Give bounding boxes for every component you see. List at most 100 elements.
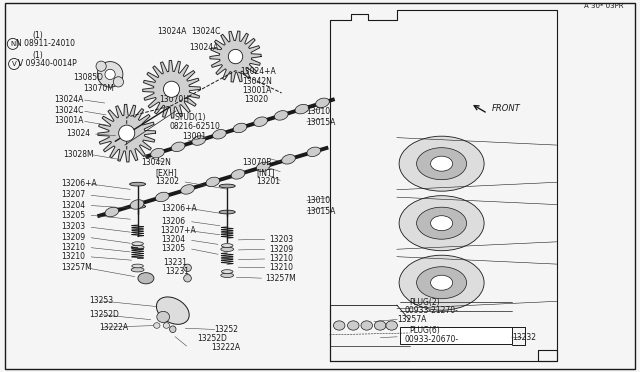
Text: 00933-20670-: 00933-20670- <box>404 335 459 344</box>
Text: 13206: 13206 <box>161 217 186 226</box>
Ellipse shape <box>157 311 170 323</box>
Ellipse shape <box>348 321 359 330</box>
Text: 13024C: 13024C <box>191 27 220 36</box>
Text: 13015A: 13015A <box>306 207 335 216</box>
Text: 13024+A: 13024+A <box>240 67 276 76</box>
Text: 13253: 13253 <box>90 296 114 305</box>
Text: 13028M: 13028M <box>63 150 93 159</box>
Circle shape <box>228 49 243 64</box>
Ellipse shape <box>180 185 195 194</box>
Ellipse shape <box>399 255 484 310</box>
Ellipse shape <box>132 264 143 268</box>
Text: 13042N: 13042N <box>141 158 171 167</box>
Text: 13001: 13001 <box>182 132 207 141</box>
Ellipse shape <box>192 136 205 145</box>
Ellipse shape <box>282 155 296 164</box>
Ellipse shape <box>399 196 484 251</box>
Text: 13231: 13231 <box>165 267 189 276</box>
Ellipse shape <box>231 170 245 179</box>
Text: 13222A: 13222A <box>99 323 129 332</box>
Ellipse shape <box>105 207 118 217</box>
Text: [EXH]: [EXH] <box>155 169 177 177</box>
Text: 13070B: 13070B <box>242 158 271 167</box>
Text: 13204: 13204 <box>161 235 186 244</box>
Text: STUD(1): STUD(1) <box>174 113 205 122</box>
Ellipse shape <box>184 275 191 282</box>
Ellipse shape <box>386 321 397 330</box>
Ellipse shape <box>130 182 146 186</box>
Text: 13206+A: 13206+A <box>161 204 197 213</box>
Text: 13010: 13010 <box>306 196 330 205</box>
Circle shape <box>96 61 106 71</box>
Ellipse shape <box>212 129 226 139</box>
Text: 13024A: 13024A <box>189 43 218 52</box>
Text: 13015A: 13015A <box>306 118 335 126</box>
Circle shape <box>113 77 124 87</box>
Ellipse shape <box>163 323 170 328</box>
Text: 13207+A: 13207+A <box>160 226 196 235</box>
Text: FRONT: FRONT <box>492 104 520 113</box>
Text: 13257M: 13257M <box>61 263 92 272</box>
Text: 13252D: 13252D <box>90 310 120 319</box>
Ellipse shape <box>374 321 386 330</box>
Circle shape <box>163 81 180 97</box>
Ellipse shape <box>254 117 268 126</box>
Text: 13210: 13210 <box>269 254 292 263</box>
Text: 13024A: 13024A <box>157 27 186 36</box>
Text: 13257A: 13257A <box>397 315 426 324</box>
Ellipse shape <box>417 267 467 299</box>
Ellipse shape <box>295 105 308 114</box>
Text: 13203: 13203 <box>61 222 85 231</box>
Text: 13210: 13210 <box>61 252 85 261</box>
Ellipse shape <box>170 326 176 333</box>
Text: 13203: 13203 <box>269 235 293 244</box>
Ellipse shape <box>184 264 191 272</box>
Ellipse shape <box>417 207 467 239</box>
Text: V: V <box>12 61 17 67</box>
Text: 13210: 13210 <box>269 263 292 272</box>
Text: 13085D: 13085D <box>74 73 104 82</box>
Polygon shape <box>98 105 156 162</box>
Ellipse shape <box>150 148 164 158</box>
Ellipse shape <box>417 148 467 180</box>
Polygon shape <box>143 61 200 118</box>
Text: 13232: 13232 <box>512 333 536 341</box>
Text: 13202: 13202 <box>155 177 179 186</box>
Ellipse shape <box>221 244 233 247</box>
Ellipse shape <box>219 184 236 188</box>
Ellipse shape <box>130 205 146 208</box>
Text: A 30* 03PR: A 30* 03PR <box>584 3 624 9</box>
Ellipse shape <box>361 321 372 330</box>
Ellipse shape <box>206 177 220 187</box>
Ellipse shape <box>219 210 236 214</box>
Text: 13070M: 13070M <box>83 84 114 93</box>
Ellipse shape <box>431 275 452 290</box>
Circle shape <box>118 125 135 141</box>
Ellipse shape <box>221 273 234 278</box>
Text: 13204: 13204 <box>61 201 85 210</box>
Ellipse shape <box>257 162 270 171</box>
Polygon shape <box>210 31 261 82</box>
Ellipse shape <box>132 242 143 246</box>
Ellipse shape <box>431 216 452 231</box>
Text: V 09340-0014P: V 09340-0014P <box>18 60 77 68</box>
Text: N: N <box>10 41 15 47</box>
Ellipse shape <box>221 247 234 251</box>
Text: 13205: 13205 <box>161 244 186 253</box>
Text: 13210: 13210 <box>61 243 85 252</box>
Text: 13201: 13201 <box>256 177 280 186</box>
Text: 13042N: 13042N <box>242 77 272 86</box>
Text: PLUG(2): PLUG(2) <box>410 298 440 307</box>
Ellipse shape <box>333 321 345 330</box>
Text: 13252: 13252 <box>214 325 238 334</box>
Circle shape <box>105 69 115 80</box>
Text: PLUG(6): PLUG(6) <box>410 326 440 335</box>
Ellipse shape <box>154 323 160 328</box>
Bar <box>400 327 512 344</box>
Ellipse shape <box>221 270 233 273</box>
Ellipse shape <box>156 297 189 324</box>
Ellipse shape <box>138 273 154 284</box>
Text: 13257M: 13257M <box>266 274 296 283</box>
Text: 13020: 13020 <box>244 95 269 104</box>
Text: 13024: 13024 <box>66 129 90 138</box>
